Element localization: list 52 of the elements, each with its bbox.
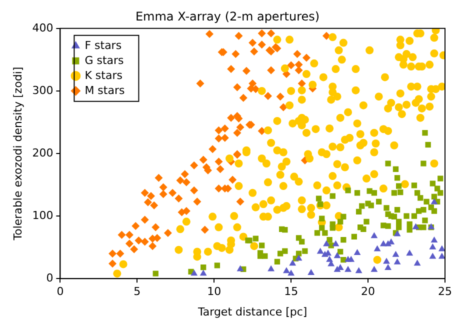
point xyxy=(430,198,438,204)
point xyxy=(414,260,421,266)
legend-label: G stars xyxy=(84,54,124,67)
y-axis-title: Tolerable exozodi density [zodi] xyxy=(11,66,24,242)
point xyxy=(383,258,390,264)
point xyxy=(326,256,334,262)
legend-label: M stars xyxy=(84,84,125,97)
point xyxy=(438,252,445,259)
point xyxy=(289,260,296,266)
point xyxy=(288,270,295,276)
x-tick-label: 5 xyxy=(134,285,141,298)
point xyxy=(354,248,361,255)
point xyxy=(394,258,401,264)
y-tick-label: 200 xyxy=(32,146,54,160)
x-tick-label: 10 xyxy=(207,285,222,298)
point xyxy=(295,254,302,261)
point xyxy=(268,265,275,272)
legend-label: F stars xyxy=(84,38,122,52)
y-tick-label: 100 xyxy=(32,208,54,222)
x-tick-label: 20 xyxy=(361,285,376,298)
point xyxy=(332,240,340,246)
point xyxy=(334,252,341,258)
point xyxy=(348,256,355,262)
legend-label: K stars xyxy=(84,68,123,82)
point xyxy=(190,270,198,276)
x-tick-label: 0 xyxy=(56,285,64,298)
point xyxy=(438,245,445,252)
point xyxy=(283,267,290,274)
point xyxy=(430,236,438,242)
point xyxy=(323,240,330,246)
point xyxy=(370,232,378,238)
y-tick-label: 0 xyxy=(46,271,54,284)
point xyxy=(370,266,378,272)
point xyxy=(374,245,381,252)
point xyxy=(406,250,414,256)
point xyxy=(200,270,207,276)
point xyxy=(316,248,324,254)
x-tick-label: 25 xyxy=(438,285,452,298)
point xyxy=(384,264,392,270)
chart-title: Emma X-array (2-m apertures) xyxy=(135,9,320,24)
point xyxy=(412,223,420,230)
point xyxy=(429,243,436,250)
point xyxy=(308,268,315,275)
point xyxy=(429,252,436,259)
point xyxy=(236,265,244,272)
y-tick-label: 400 xyxy=(32,21,54,34)
x-tick-label: 15 xyxy=(284,285,298,298)
point xyxy=(355,267,362,274)
point xyxy=(344,266,352,272)
y-tick-label: 300 xyxy=(32,84,54,97)
point xyxy=(392,250,400,257)
x-axis-title: Target distance [pc] xyxy=(196,305,308,318)
